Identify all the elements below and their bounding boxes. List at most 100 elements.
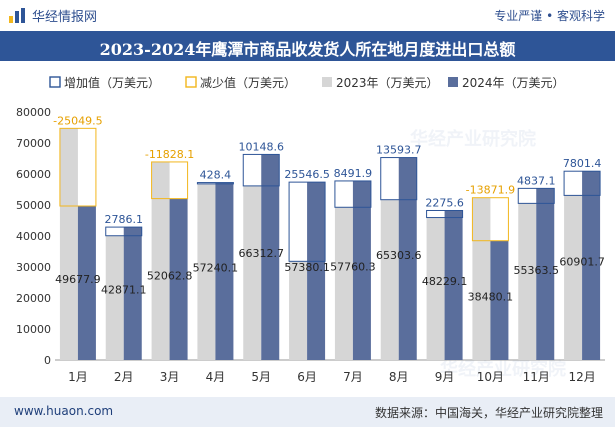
month-group: 8491.9 57760.3 7月 xyxy=(330,167,376,384)
increase-box xyxy=(563,170,601,196)
month-group: -25049.5 49677.9 1月 xyxy=(53,114,102,384)
bar-2024 xyxy=(77,205,96,360)
bar-2024 xyxy=(215,182,234,360)
bar-2023 xyxy=(564,195,583,360)
tagline: 专业严谨 • 客观科学 xyxy=(494,9,605,23)
increase-box xyxy=(242,153,280,187)
bar-2023 xyxy=(518,203,537,360)
change-label: 4837.1 xyxy=(517,174,556,187)
x-tick-label: 5月 xyxy=(251,370,271,384)
legend-item: 2023年（万美元） xyxy=(322,76,439,90)
change-label: 7801.4 xyxy=(563,157,602,170)
decrease-box xyxy=(471,197,509,242)
change-label: 25546.5 xyxy=(284,168,330,181)
chart-title: 2023-2024年鹰潭市商品收发货人所在地月度进出口总额 xyxy=(99,40,516,59)
month-group: 2786.1 42871.1 2月 xyxy=(101,213,147,384)
bar-2024 xyxy=(536,188,555,360)
bar-2023 xyxy=(197,183,216,360)
bar-2023 xyxy=(289,261,308,360)
month-group: 428.4 57240.1 4月 xyxy=(193,169,239,384)
bar-2024 xyxy=(352,180,371,360)
month-group: 13593.7 65303.6 8月 xyxy=(376,144,422,384)
value-label-2024: 49677.9 xyxy=(55,273,101,286)
title-bar: 2023-2024年鹰潭市商品收发货人所在地月度进出口总额 xyxy=(0,31,615,61)
website-url: www.huaon.com xyxy=(14,404,114,418)
change-label: -11828.1 xyxy=(145,148,194,161)
watermark-text: 华经产业研究院 xyxy=(440,358,566,380)
x-tick-label: 11月 xyxy=(523,370,550,384)
legend-label: 减少值（万美元） xyxy=(200,75,296,90)
month-group: -13871.9 38480.1 10月 xyxy=(466,184,515,384)
month-group: 4837.1 55363.5 11月 xyxy=(514,174,560,384)
increase-box xyxy=(517,187,555,204)
y-tick-label: 50000 xyxy=(16,199,51,212)
change-label: 10148.6 xyxy=(239,140,285,153)
change-label: 428.4 xyxy=(200,169,232,182)
value-label-2024: 55363.5 xyxy=(514,264,560,277)
x-tick-label: 9月 xyxy=(435,370,455,384)
bar-2024 xyxy=(123,227,142,360)
month-group: 7801.4 60901.7 12月 xyxy=(559,157,605,384)
y-tick-label: 60000 xyxy=(16,168,51,181)
bar-2023 xyxy=(334,207,353,360)
value-label-2024: 57240.1 xyxy=(193,261,239,274)
legend-item: 2024年（万美元） xyxy=(448,76,565,90)
bar-2023 xyxy=(472,197,491,360)
watermark-text: 华经产业研究院 xyxy=(410,128,536,150)
bar-2024 xyxy=(398,157,417,360)
brand-logo-icon xyxy=(9,8,25,23)
bar-2024 xyxy=(169,198,188,360)
change-label: 2786.1 xyxy=(105,213,144,226)
bar-2024 xyxy=(261,154,280,360)
increase-box xyxy=(334,180,372,208)
legend-swatch xyxy=(49,76,61,88)
bar-2023 xyxy=(380,199,399,360)
increase-box xyxy=(426,209,464,219)
data-source: 数据来源：中国海关，华经产业研究院整理 xyxy=(374,406,603,420)
bar-2024 xyxy=(307,182,326,360)
change-label: -13871.9 xyxy=(466,184,515,197)
x-tick-label: 4月 xyxy=(206,370,226,384)
x-tick-label: 7月 xyxy=(343,370,363,384)
increase-box xyxy=(105,226,143,237)
value-label-2024: 60901.7 xyxy=(559,256,605,269)
value-label-2024: 38480.1 xyxy=(468,290,514,303)
increase-box xyxy=(196,182,234,185)
bar-2023 xyxy=(105,235,124,360)
bar-2023 xyxy=(426,217,445,360)
y-tick-label: 20000 xyxy=(16,292,51,305)
x-tick-label: 2月 xyxy=(114,370,134,384)
month-group: 2275.6 48229.1 9月 xyxy=(422,196,468,384)
value-label-2024: 66312.7 xyxy=(239,247,285,260)
legend-label: 增加值（万美元） xyxy=(64,75,160,90)
y-tick-label: 40000 xyxy=(16,230,51,243)
change-label: 13593.7 xyxy=(376,144,422,157)
month-group: -11828.1 52062.8 3月 xyxy=(145,148,194,384)
legend-label: 2024年（万美元） xyxy=(462,76,565,90)
change-label: 2275.6 xyxy=(425,196,464,209)
value-label-2024: 48229.1 xyxy=(422,275,468,288)
bar-2023 xyxy=(151,161,170,360)
y-tick-label: 70000 xyxy=(16,137,51,150)
x-tick-label: 12月 xyxy=(568,370,595,384)
brand-name: 华经情报网 xyxy=(32,10,98,25)
bar-2023 xyxy=(59,128,78,360)
top-bar: 华经情报网 专业严谨 • 客观科学 xyxy=(0,0,615,30)
bar-2024 xyxy=(582,171,601,360)
change-label: 8491.9 xyxy=(334,167,373,180)
legend-swatch xyxy=(448,77,458,87)
change-label: -25049.5 xyxy=(53,114,102,127)
value-label-2024: 52062.8 xyxy=(147,269,193,282)
bar-2023 xyxy=(243,185,262,360)
decrease-box xyxy=(151,161,189,200)
increase-box xyxy=(288,181,326,262)
decrease-box xyxy=(59,127,97,207)
x-tick-label: 3月 xyxy=(160,370,180,384)
increase-box xyxy=(380,157,418,201)
footer-bar: www.huaon.com 数据来源：中国海关，华经产业研究院整理 xyxy=(0,397,615,427)
x-tick-label: 10月 xyxy=(477,370,504,384)
month-group: 25546.5 57380.1 6月 xyxy=(284,168,330,384)
legend-swatch xyxy=(322,77,332,87)
